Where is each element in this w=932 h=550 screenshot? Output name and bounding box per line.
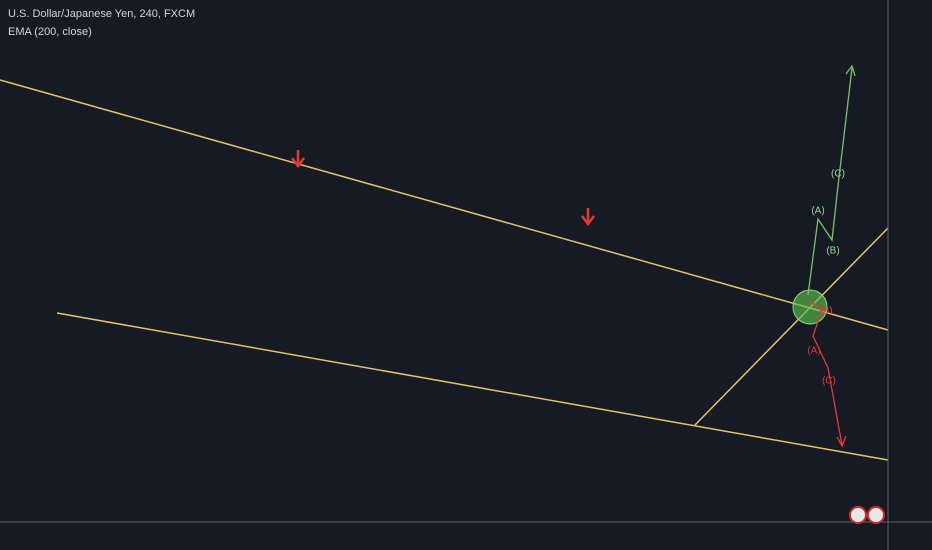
legend-entry: EMA (200, close): [8, 26, 92, 38]
highlight-circle: [792, 289, 828, 325]
wave-label: (C): [831, 169, 845, 180]
icon[interactable]: [867, 506, 885, 524]
wave-path: [807, 64, 856, 296]
wave-label: (C): [822, 376, 836, 387]
wave-label: (A): [811, 206, 824, 217]
wave-label: (B): [819, 306, 832, 317]
trend-line: [0, 79, 889, 331]
trend-line: [56, 312, 889, 461]
icon[interactable]: [849, 506, 867, 524]
drawings: (A) (B) (C) (B) (A) (C): [0, 64, 889, 461]
time-axis-panel: [0, 522, 888, 550]
trend-line: [694, 227, 889, 426]
chart-title: U.S. Dollar/Japanese Yen, 240, FXCM: [8, 8, 195, 20]
price-axis-panel: [888, 0, 932, 550]
wave-label: (A): [807, 346, 820, 357]
wave-path: [807, 299, 847, 448]
down-arrow: [581, 208, 595, 227]
down-arrow: [291, 150, 305, 169]
wave-label: (B): [826, 246, 839, 257]
